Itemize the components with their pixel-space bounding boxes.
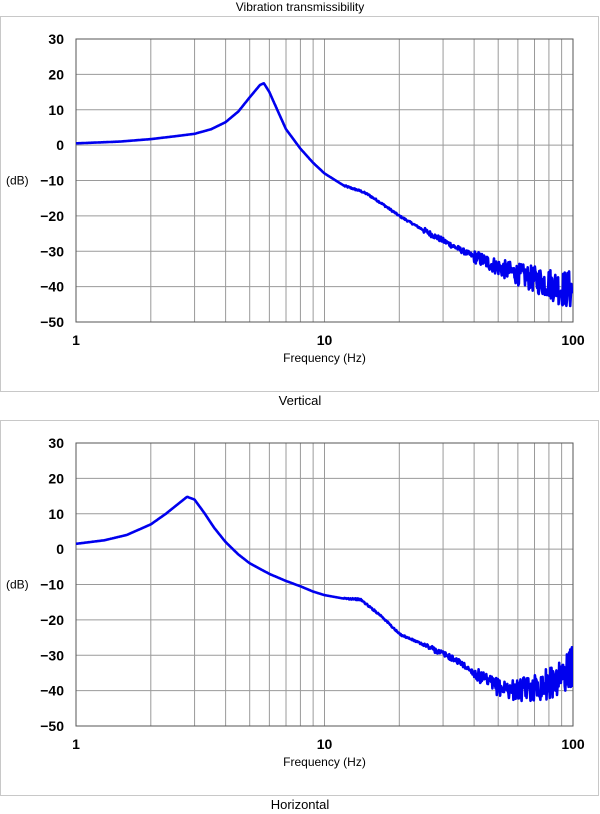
- vertical-chart-panel: 30 20 10 0 −10 −20 −30 −40 −50 1 10 100 Frequency (H…: [0, 16, 599, 392]
- y-tick-label: 20: [48, 66, 64, 82]
- series-line: [76, 495, 573, 703]
- y-tick-label: −10: [40, 173, 64, 189]
- y-tick-label: −20: [40, 612, 64, 628]
- grid: [76, 443, 573, 726]
- y-tick-label: 10: [48, 506, 64, 522]
- y-tick-label: 30: [48, 435, 64, 451]
- grid: [76, 39, 573, 322]
- plot-area: [75, 442, 574, 727]
- x-tick-label: 10: [317, 736, 333, 752]
- page-title: Vibration transmissibility: [235, 0, 365, 14]
- x-axis-label: Frequency (Hz): [283, 351, 366, 365]
- y-axis-label: (dB): [6, 174, 29, 188]
- y-tick-label: −10: [40, 577, 64, 593]
- y-tick-label: −40: [40, 279, 64, 295]
- y-tick-label: 0: [56, 541, 64, 557]
- x-tick-label: 100: [561, 332, 585, 348]
- y-tick-label: −30: [40, 647, 64, 663]
- y-tick-label: 20: [48, 470, 64, 486]
- y-tick-label: −40: [40, 683, 64, 699]
- series-line: [76, 82, 573, 308]
- y-tick-label: 0: [56, 137, 64, 153]
- y-tick-label: −50: [40, 718, 64, 734]
- y-tick-label: 10: [48, 102, 64, 118]
- y-tick-label: −30: [40, 243, 64, 259]
- y-axis-label: (dB): [6, 578, 29, 592]
- x-tick-label: 1: [72, 736, 80, 752]
- horizontal-chart-panel: 30 20 10 0 −10 −20 −30 −40 −50 1 10 100 Frequency (H…: [0, 420, 599, 796]
- x-tick-label: 100: [561, 736, 585, 752]
- y-tick-label: −20: [40, 208, 64, 224]
- y-tick-label: 30: [48, 31, 64, 47]
- x-axis-label: Frequency (Hz): [283, 755, 366, 769]
- vertical-caption: Vertical: [278, 393, 322, 408]
- x-tick-label: 10: [317, 332, 333, 348]
- x-tick-label: 1: [72, 332, 80, 348]
- horizontal-caption: Horizontal: [270, 797, 330, 812]
- y-tick-label: −50: [40, 314, 64, 330]
- plot-area: [75, 38, 574, 323]
